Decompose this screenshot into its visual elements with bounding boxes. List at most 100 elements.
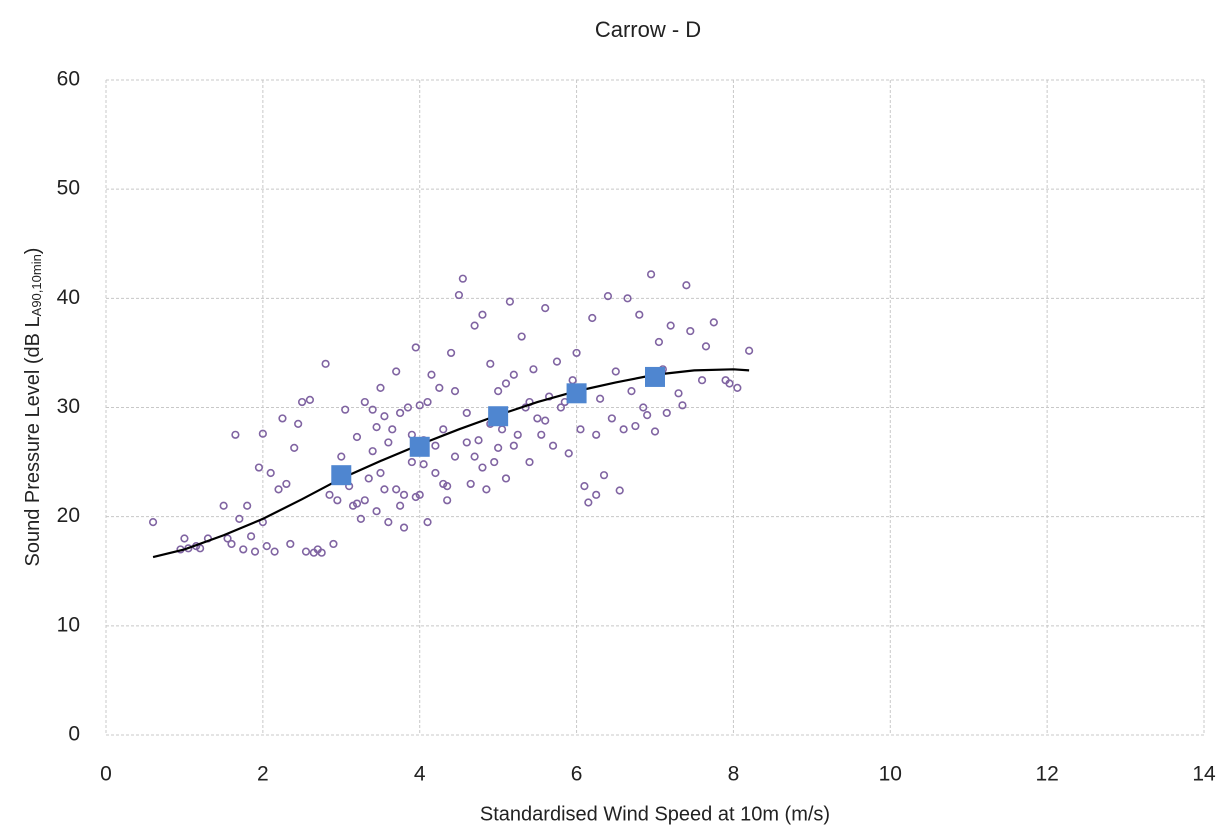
scatter-point <box>317 548 326 557</box>
scatter-point <box>262 542 271 551</box>
scatter-point <box>325 490 334 499</box>
scatter-point <box>148 518 158 527</box>
scatter-point <box>376 468 385 478</box>
scatter-point <box>615 486 624 495</box>
scatter-point <box>470 452 479 461</box>
y-tick-label: 20 <box>57 504 80 527</box>
scatter-point <box>427 370 436 379</box>
scatter-point <box>411 492 420 502</box>
scatter-point <box>266 468 275 478</box>
mean-marker <box>488 406 509 427</box>
scatter-point <box>250 547 260 556</box>
scatter-point <box>219 501 228 510</box>
scatter-point <box>321 359 330 368</box>
scatter-point <box>662 408 671 418</box>
scatter-point <box>505 297 515 306</box>
y-tick-label: 0 <box>68 723 80 746</box>
scatter-point <box>674 389 683 398</box>
scatter-point <box>384 518 393 527</box>
scatter-point <box>537 430 546 439</box>
scatter-point <box>639 403 648 412</box>
scatter-point <box>686 326 695 336</box>
scatter-point <box>592 430 601 439</box>
scatter-point <box>745 346 754 355</box>
scatter-point <box>396 408 405 418</box>
scatter-point <box>372 507 381 516</box>
y-tick-label: 40 <box>57 286 80 309</box>
scatter-point <box>619 425 628 434</box>
scatter-point <box>372 423 381 432</box>
scatter-point <box>552 357 562 366</box>
scatter-point <box>254 463 264 472</box>
scatter-point <box>494 443 503 452</box>
scatter-point <box>333 496 342 505</box>
scatter-point <box>709 318 718 327</box>
fit-line <box>152 368 750 559</box>
x-tick-label: 14 <box>1192 763 1216 786</box>
scatter-point <box>603 292 613 301</box>
scatter-point <box>431 468 440 478</box>
scatter-point <box>239 545 248 554</box>
scatter-point <box>666 321 675 330</box>
scatter-point <box>490 457 499 467</box>
scatter-point <box>623 294 632 303</box>
scatter-point <box>529 365 538 374</box>
scatter-point <box>243 501 252 510</box>
y-axis-label-main: Sound Pressure Level (dB L <box>22 316 44 566</box>
y-tick-label: 10 <box>57 613 80 636</box>
scatter-point <box>576 425 585 434</box>
scatter-point <box>572 348 581 358</box>
scatter-point <box>223 534 232 543</box>
x-tick-label: 12 <box>1035 763 1058 786</box>
scatter-point <box>415 401 424 410</box>
scatter-point <box>411 343 420 352</box>
y-tick-label: 60 <box>57 68 80 91</box>
scatter-point <box>646 270 656 279</box>
scatter-point <box>509 441 518 450</box>
scatter-point <box>384 438 393 447</box>
scatter-point <box>235 514 244 523</box>
scatter-point <box>286 539 295 549</box>
scatter-point <box>525 457 534 467</box>
scatter-point <box>635 310 644 319</box>
chart-title: Carrow - D <box>595 17 701 42</box>
scatter-point <box>246 532 256 541</box>
scatter-point <box>466 479 475 489</box>
scatter-point <box>595 394 605 403</box>
scatter-point <box>517 332 526 341</box>
scatter-point <box>360 496 369 505</box>
scatter-point <box>368 405 377 414</box>
scatter-point <box>501 379 511 388</box>
y-tick-label: 50 <box>57 177 80 200</box>
scatter-point <box>678 401 687 410</box>
scatter-point <box>388 425 397 434</box>
scatter-point <box>396 501 405 510</box>
scatter-point <box>541 416 550 425</box>
scatter-point <box>329 539 338 549</box>
scatter-point <box>443 482 452 491</box>
scatter-point <box>548 441 558 450</box>
x-tick-label: 4 <box>414 763 426 786</box>
scatter-point <box>180 534 189 543</box>
scatter-point <box>556 403 565 412</box>
scatter-point <box>494 387 503 396</box>
scatter-point <box>258 429 267 438</box>
scatter-point <box>580 482 589 491</box>
scatter-point <box>733 383 742 392</box>
scatter-point <box>435 383 444 392</box>
scatter-point <box>654 337 664 347</box>
scatter-point <box>341 405 350 414</box>
scatter-point <box>297 397 307 407</box>
x-tick-label: 2 <box>257 763 269 786</box>
scatter-point <box>513 430 522 439</box>
scatter-point <box>399 523 409 532</box>
y-axis-label-sub: A90,10min <box>29 254 44 316</box>
scatter-point <box>419 460 428 469</box>
scatter-point <box>482 485 491 494</box>
scatter-point <box>360 397 369 407</box>
scatter-point <box>439 425 448 434</box>
scatter-point <box>407 457 416 467</box>
scatter-point <box>599 471 609 480</box>
scatter-point <box>682 281 691 290</box>
